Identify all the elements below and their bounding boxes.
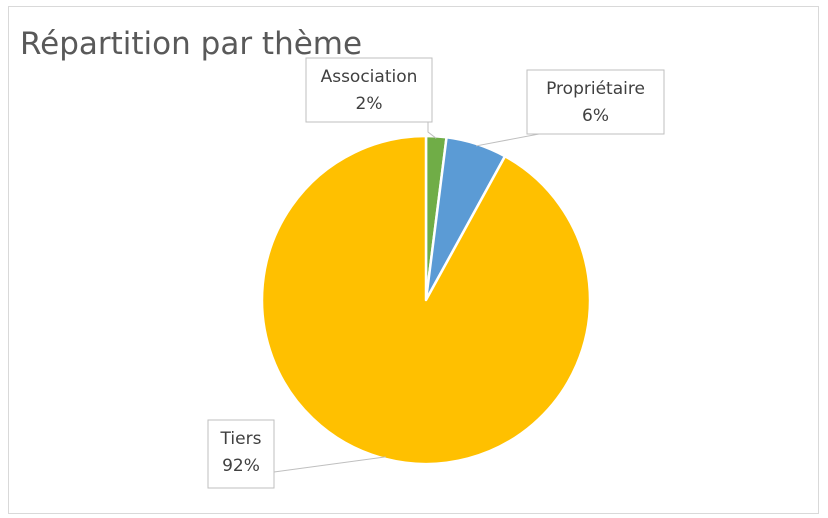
category-label-propriétaire: Propriétaire — [546, 79, 645, 99]
leader-line-propriétaire — [475, 133, 545, 147]
data-label-box-propriétaire — [526, 69, 665, 135]
chart-title: Répartition par thème — [20, 26, 363, 62]
percent-label-association: 2% — [356, 94, 383, 114]
data-label-box-tiers — [207, 419, 275, 489]
pie-slice-tiers — [260, 134, 592, 466]
percent-label-tiers: 92% — [222, 456, 260, 476]
category-label-association: Association — [321, 67, 418, 87]
leader-line-association — [427, 122, 437, 139]
data-label-box-association — [305, 57, 433, 123]
percent-label-propriétaire: 6% — [582, 106, 609, 126]
leader-line-tiers — [273, 456, 386, 473]
category-label-tiers: Tiers — [220, 429, 262, 449]
